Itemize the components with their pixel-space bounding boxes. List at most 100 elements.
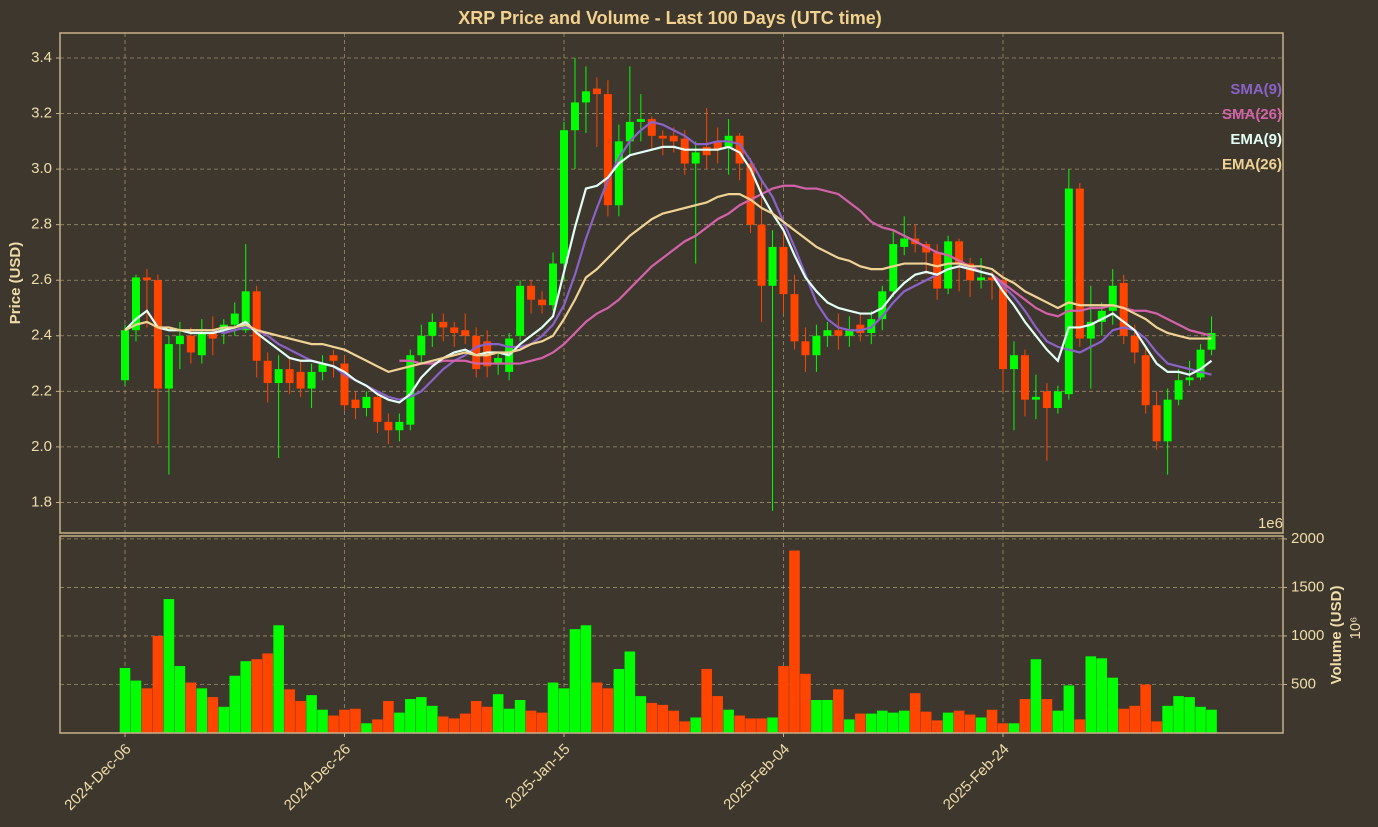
candle-body	[1108, 285, 1117, 311]
candle-body	[472, 335, 481, 370]
candle-body	[121, 330, 129, 381]
volume-bar	[887, 712, 899, 733]
candle-body	[691, 152, 700, 164]
volume-bar	[284, 689, 295, 733]
legend-label: SMA(9)	[1230, 81, 1282, 98]
volume-bar	[1008, 723, 1020, 733]
candle-body	[933, 252, 942, 289]
candle-body	[384, 421, 393, 431]
volume-bar	[459, 713, 471, 733]
candle-body	[538, 299, 547, 306]
volume-bar	[756, 718, 767, 733]
volume-bar	[394, 712, 405, 733]
y-tick-label: 2.6	[31, 271, 52, 288]
candle-body	[702, 146, 711, 156]
candle-body	[142, 277, 151, 281]
volume-axis-label: Volume (USD)	[1328, 586, 1345, 685]
candle-body	[1163, 399, 1172, 442]
candle-body	[614, 141, 623, 206]
volume-bar	[372, 719, 383, 733]
candle-body	[560, 130, 568, 264]
volume-bar	[964, 714, 976, 733]
volume-bar	[1206, 709, 1217, 733]
volume-bar	[1162, 705, 1173, 733]
candle-body	[1031, 396, 1040, 400]
candle-body	[1130, 335, 1139, 353]
volume-bar	[361, 723, 372, 733]
candle-body	[625, 121, 634, 142]
volume-bar	[876, 710, 888, 733]
volume-bar	[141, 688, 153, 733]
indicator-line	[124, 145, 1213, 404]
candle-body	[428, 321, 437, 336]
volume-offset-label: 1e6	[1258, 515, 1283, 532]
volume-bar	[1140, 684, 1151, 733]
volume-bar	[1195, 706, 1206, 733]
volume-bar	[251, 659, 262, 733]
volume-bar	[668, 710, 680, 733]
candle-body	[944, 241, 953, 289]
volume-bar	[405, 699, 416, 733]
volume-bar	[646, 702, 658, 733]
volume-bar	[602, 688, 614, 733]
legend-label: SMA(26)	[1222, 106, 1282, 123]
volume-bar	[339, 709, 350, 733]
candle-body	[878, 291, 887, 320]
candle-body	[1020, 355, 1029, 400]
volume-bar	[953, 710, 965, 733]
volume-bar	[437, 716, 449, 733]
volume-bar	[712, 696, 723, 733]
volume-bar	[942, 712, 954, 733]
candle-body	[1207, 333, 1216, 350]
candle-body	[735, 135, 744, 164]
volume-bar	[778, 666, 789, 733]
candle-body	[856, 324, 865, 333]
volume-bar	[416, 697, 427, 733]
volume-bar	[679, 721, 691, 733]
volume-bar	[1118, 708, 1130, 733]
legend-label: EMA(9)	[1230, 131, 1282, 148]
volume-panel-frame	[59, 535, 1284, 734]
volume-bar	[800, 673, 811, 733]
volume-bar	[1019, 699, 1031, 733]
candle-body	[208, 333, 217, 339]
volume-bar	[1074, 719, 1086, 733]
volume-bar	[119, 667, 131, 733]
candle-body	[647, 119, 656, 136]
candle-body	[1075, 188, 1084, 339]
volume-bar	[1063, 685, 1075, 733]
volume-bar	[240, 661, 252, 733]
volume-bar	[558, 688, 570, 733]
volume-bar	[306, 695, 317, 733]
volume-bar	[745, 718, 756, 733]
volume-bar	[1129, 705, 1140, 733]
volume-bar	[986, 709, 998, 733]
candle-body	[977, 277, 986, 281]
candle-body	[186, 335, 195, 353]
volume-bar	[789, 550, 800, 733]
candle-body	[669, 135, 678, 142]
candle-body	[955, 241, 964, 264]
volume-tick-label: 1000	[1291, 627, 1324, 644]
candle-body	[241, 291, 250, 331]
candle-body	[450, 327, 459, 333]
candle-body	[603, 94, 612, 206]
candle-body	[417, 335, 426, 356]
candle-body	[351, 399, 360, 408]
candle-body	[1185, 377, 1194, 381]
volume-bar	[427, 705, 438, 733]
candle-body	[757, 224, 766, 286]
chart-title: XRP Price and Volume - Last 100 Days (UT…	[458, 8, 881, 28]
candle-body	[1064, 188, 1073, 395]
volume-bar	[448, 718, 460, 733]
volume-bar	[152, 635, 164, 733]
volume-bar	[822, 700, 833, 733]
volume-bar	[218, 706, 230, 733]
volume-bar	[525, 710, 537, 733]
volume-bar	[975, 717, 987, 733]
candle-body	[373, 396, 382, 422]
candle-body	[175, 335, 184, 345]
candle-body	[131, 277, 140, 331]
candle-body	[329, 355, 338, 361]
y-tick-label: 3.0	[31, 160, 52, 177]
